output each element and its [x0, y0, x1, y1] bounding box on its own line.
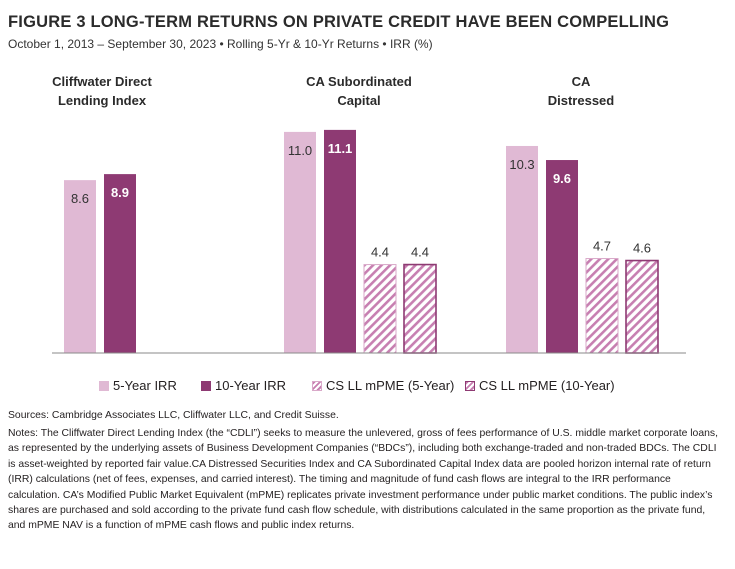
category-label: Capital: [337, 93, 380, 108]
legend-label: 5-Year IRR: [113, 378, 177, 393]
figure-subtitle: October 1, 2013 – September 30, 2023 • R…: [8, 37, 433, 51]
data-label: 4.4: [411, 245, 429, 260]
bar-cs-ll-mpme-5-year: [363, 264, 397, 354]
category-label: Distressed: [548, 93, 615, 108]
data-labels: 8.6 8.9 11.0 11.1 4.4 4.4 10.3 9.6 4.7 4.6: [71, 141, 651, 260]
bar-5-year-irr: [284, 131, 316, 353]
data-label: 4.7: [593, 239, 611, 254]
legend-item: CS LL mPME (10-Year): [465, 378, 615, 393]
bar-cs-ll-mpme-10-year: [625, 259, 659, 354]
legend-item: 10-Year IRR: [201, 378, 286, 393]
bar-10-year-irr: [546, 160, 578, 353]
bar-10-year-irr: [104, 174, 136, 353]
legend-label: CS LL mPME (10-Year): [479, 378, 615, 393]
bars: [64, 129, 659, 354]
legend-swatch: [465, 380, 475, 391]
data-label: 4.6: [633, 241, 651, 256]
data-label: 4.4: [371, 245, 389, 260]
sources-note: Sources: Cambridge Associates LLC, Cliff…: [8, 410, 339, 421]
category-label: Lending Index: [58, 93, 147, 108]
category-label: CA: [572, 74, 591, 89]
data-label: 8.9: [111, 185, 129, 200]
category-label: Cliffwater Direct: [52, 74, 152, 89]
category-labels: Cliffwater Direct Lending Index CA Subordi…: [52, 74, 614, 108]
bar-5-year-irr: [64, 180, 96, 353]
legend-item: 5-Year IRR: [99, 378, 177, 393]
data-label: 9.6: [553, 171, 571, 186]
data-label: 11.0: [288, 143, 312, 158]
data-label: 11.1: [328, 141, 353, 156]
category-label: CA Subordinated: [306, 74, 412, 89]
data-label: 10.3: [509, 157, 534, 172]
notes-paragraph: Notes: The Cliffwater Direct Lending Ind…: [8, 428, 718, 532]
bar-cs-ll-mpme-10-year: [403, 263, 437, 354]
bar-10-year-irr: [324, 129, 356, 353]
figure-title: FIGURE 3 LONG-TERM RETURNS ON PRIVATE CR…: [8, 13, 670, 31]
legend-swatch: [99, 380, 109, 391]
data-label: 8.6: [71, 191, 89, 206]
bar-chart: Cliffwater Direct Lending Index CA Subordi…: [52, 74, 686, 354]
legend: 5-Year IRR 10-Year IRR CS LL mPME (5-Year)…: [0, 378, 735, 396]
legend-item: CS LL mPME (5-Year): [312, 378, 454, 393]
legend-label: 10-Year IRR: [215, 378, 287, 393]
legend-swatch: [201, 380, 211, 391]
legend-label: CS LL mPME (5-Year): [326, 378, 455, 393]
bar-cs-ll-mpme-5-year: [585, 258, 619, 354]
bar-5-year-irr: [506, 145, 538, 353]
legend-swatch: [312, 380, 322, 391]
